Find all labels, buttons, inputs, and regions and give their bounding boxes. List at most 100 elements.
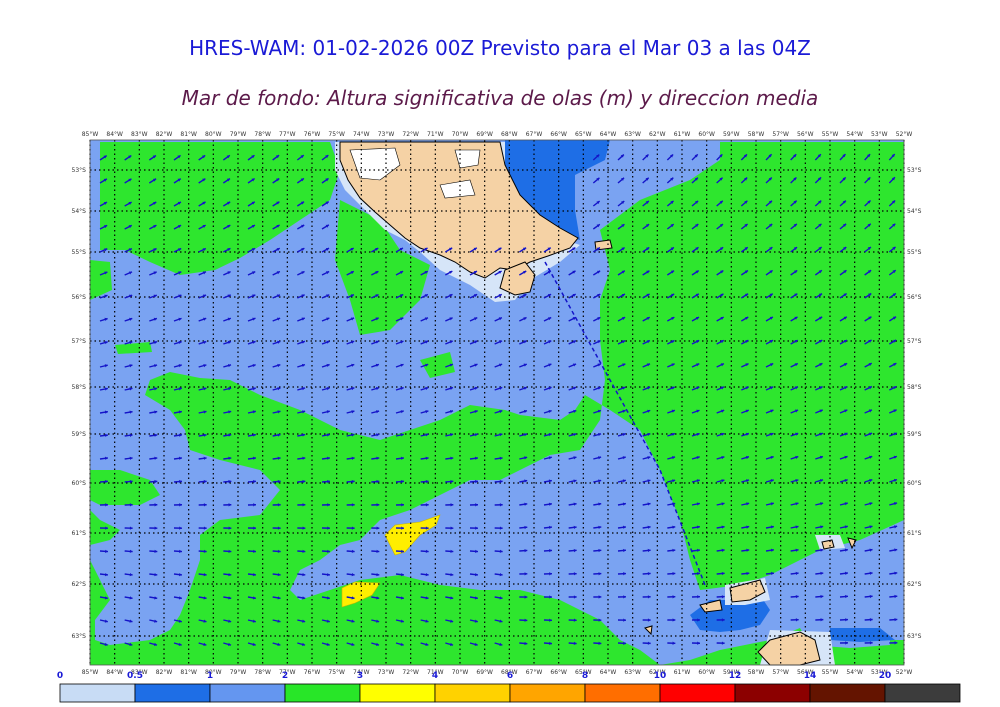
direction-arrowhead xyxy=(351,410,355,414)
direction-arrowhead xyxy=(523,270,527,274)
longitude-label: 72°W xyxy=(402,669,419,676)
direction-arrowhead xyxy=(695,247,699,251)
direction-arrowhead xyxy=(598,548,602,553)
longitude-label: 59°W xyxy=(723,131,740,138)
direction-arrowhead xyxy=(351,386,355,391)
direction-arrowhead xyxy=(203,364,207,368)
direction-arrowhead xyxy=(697,595,700,599)
direction-arrowhead xyxy=(622,409,626,413)
direction-arrowhead xyxy=(818,316,823,320)
direction-arrowhead xyxy=(203,503,207,507)
direction-arrowhead xyxy=(129,294,133,298)
colorbar-tick-label: 8 xyxy=(582,671,588,681)
direction-arrowhead xyxy=(474,456,478,460)
longitude-label: 67°W xyxy=(526,131,543,138)
direction-arrowhead xyxy=(425,642,429,646)
direction-arrowhead xyxy=(498,340,503,344)
direction-arrowhead xyxy=(351,340,355,344)
direction-arrowhead xyxy=(302,619,306,623)
latitude-label: 61°S xyxy=(907,530,922,537)
colorbar-tick-label: 3 xyxy=(357,671,363,681)
direction-arrowhead xyxy=(647,525,651,529)
direction-arrowhead xyxy=(819,455,823,459)
direction-arrowhead xyxy=(177,201,181,205)
direction-arrowhead xyxy=(104,294,108,298)
direction-arrowhead xyxy=(326,317,330,321)
direction-arrowhead xyxy=(817,177,822,181)
direction-arrowhead xyxy=(153,201,157,205)
direction-arrowhead xyxy=(721,479,725,483)
direction-arrowhead xyxy=(251,248,256,252)
direction-arrowhead xyxy=(522,247,527,251)
direction-arrowhead xyxy=(622,456,626,460)
direction-arrowhead xyxy=(228,433,232,437)
direction-arrowhead xyxy=(793,223,797,227)
direction-arrowhead xyxy=(104,619,108,623)
direction-arrowhead xyxy=(301,317,305,321)
direction-arrowhead xyxy=(400,294,404,298)
longitude-labels-top: 85°W 84°W 83°W 82°W 81°W 80°W 79°W 78°W 77°W 76°W… xyxy=(82,131,913,138)
direction-arrowhead xyxy=(646,247,650,251)
direction-arrowhead xyxy=(450,572,454,577)
latitude-label: 62°S xyxy=(72,581,87,588)
direction-arrowhead xyxy=(696,363,700,367)
direction-arrowhead xyxy=(819,363,823,367)
direction-arrowhead xyxy=(843,339,847,343)
direction-arrowhead xyxy=(548,456,552,460)
direction-arrowhead xyxy=(425,456,429,460)
direction-arrowhead xyxy=(326,340,330,344)
direction-arrowhead xyxy=(179,549,182,554)
direction-arrowhead xyxy=(647,409,651,413)
direction-arrowhead xyxy=(795,525,799,529)
longitude-label: 73°W xyxy=(378,669,395,676)
direction-arrowhead xyxy=(277,433,281,437)
direction-arrowhead xyxy=(252,340,256,344)
direction-arrowhead xyxy=(621,293,625,297)
colorbar-swatch xyxy=(134,683,211,703)
direction-arrowhead xyxy=(301,387,306,391)
direction-arrowhead xyxy=(450,503,454,507)
direction-arrowhead xyxy=(277,572,281,577)
direction-arrowhead xyxy=(645,200,649,204)
direction-arrowhead xyxy=(721,548,725,552)
direction-arrowhead xyxy=(128,155,132,159)
direction-arrowhead xyxy=(893,409,897,413)
direction-arrowhead xyxy=(351,549,355,554)
colorbar xyxy=(59,683,961,703)
direction-arrowhead xyxy=(548,502,552,506)
direction-arrowhead xyxy=(721,409,725,413)
longitude-label: 56°W xyxy=(797,131,814,138)
direction-arrowhead xyxy=(696,409,700,413)
direction-arrowhead xyxy=(327,526,330,530)
longitude-label: 53°W xyxy=(871,669,888,676)
direction-arrowhead xyxy=(425,619,429,623)
direction-arrowhead xyxy=(672,641,676,645)
direction-arrowhead xyxy=(425,503,429,507)
direction-arrowhead xyxy=(375,642,380,646)
direction-arrowhead xyxy=(598,572,602,576)
latitude-label: 55°S xyxy=(72,249,87,256)
direction-arrowhead xyxy=(104,271,108,275)
direction-arrowhead xyxy=(425,386,429,391)
direction-arrowhead xyxy=(129,340,133,345)
direction-arrowhead xyxy=(869,455,873,459)
direction-arrowhead xyxy=(202,294,207,298)
latitude-label: 58°S xyxy=(72,384,87,391)
direction-arrowhead xyxy=(596,177,600,181)
direction-arrowhead xyxy=(178,433,182,437)
direction-arrowhead xyxy=(548,386,552,390)
direction-arrowhead xyxy=(474,363,478,367)
direction-arrowhead xyxy=(449,294,453,298)
longitude-label: 68°W xyxy=(501,669,518,676)
direction-arrowhead xyxy=(129,596,133,600)
longitude-label: 55°W xyxy=(822,669,839,676)
direction-arrowhead xyxy=(696,502,700,506)
direction-arrowhead xyxy=(129,364,133,368)
direction-arrowhead xyxy=(449,642,454,646)
direction-arrowhead xyxy=(277,363,281,368)
direction-arrowhead xyxy=(375,294,379,298)
direction-arrowhead xyxy=(647,456,651,460)
direction-arrowhead xyxy=(671,293,675,297)
direction-arrowhead xyxy=(646,340,650,344)
direction-arrowhead xyxy=(253,572,256,577)
